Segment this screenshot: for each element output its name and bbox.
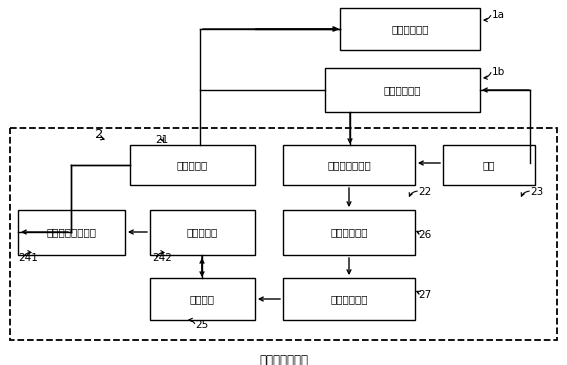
- Text: 27: 27: [418, 290, 431, 300]
- Text: 23: 23: [530, 187, 543, 197]
- Bar: [150, 278, 255, 320]
- Text: 控制子单元: 控制子单元: [187, 227, 218, 238]
- Text: 光功率监测模块: 光功率监测模块: [259, 354, 308, 365]
- Bar: [150, 210, 255, 255]
- Text: 告警单元: 告警单元: [190, 294, 215, 304]
- Text: 线性处理单元: 线性处理单元: [330, 294, 368, 304]
- Bar: [283, 145, 415, 185]
- Text: 2: 2: [95, 128, 104, 142]
- Text: 1b: 1b: [492, 67, 505, 77]
- Bar: [443, 145, 535, 185]
- Text: 光开关单元: 光开关单元: [177, 160, 208, 170]
- Text: 光功率计量单元: 光功率计量单元: [327, 160, 371, 170]
- Bar: [283, 278, 415, 320]
- Text: 21: 21: [155, 135, 168, 145]
- Bar: [340, 8, 480, 50]
- Text: 第一光纤芯线: 第一光纤芯线: [391, 24, 429, 34]
- Bar: [325, 68, 480, 112]
- Text: 光电转换单元: 光电转换单元: [330, 227, 368, 238]
- Text: 光时域反射子单元: 光时域反射子单元: [46, 227, 96, 238]
- Bar: [18, 210, 125, 255]
- Bar: [283, 210, 415, 255]
- Text: 1a: 1a: [492, 10, 505, 20]
- Text: 242: 242: [152, 253, 172, 263]
- Text: 第二光纤芯线: 第二光纤芯线: [384, 85, 421, 95]
- Bar: [10, 128, 557, 340]
- Text: 241: 241: [18, 253, 38, 263]
- Text: 光源: 光源: [483, 160, 495, 170]
- Bar: [130, 145, 255, 185]
- Text: 22: 22: [418, 187, 431, 197]
- Text: 26: 26: [418, 230, 431, 240]
- Text: 25: 25: [195, 320, 208, 330]
